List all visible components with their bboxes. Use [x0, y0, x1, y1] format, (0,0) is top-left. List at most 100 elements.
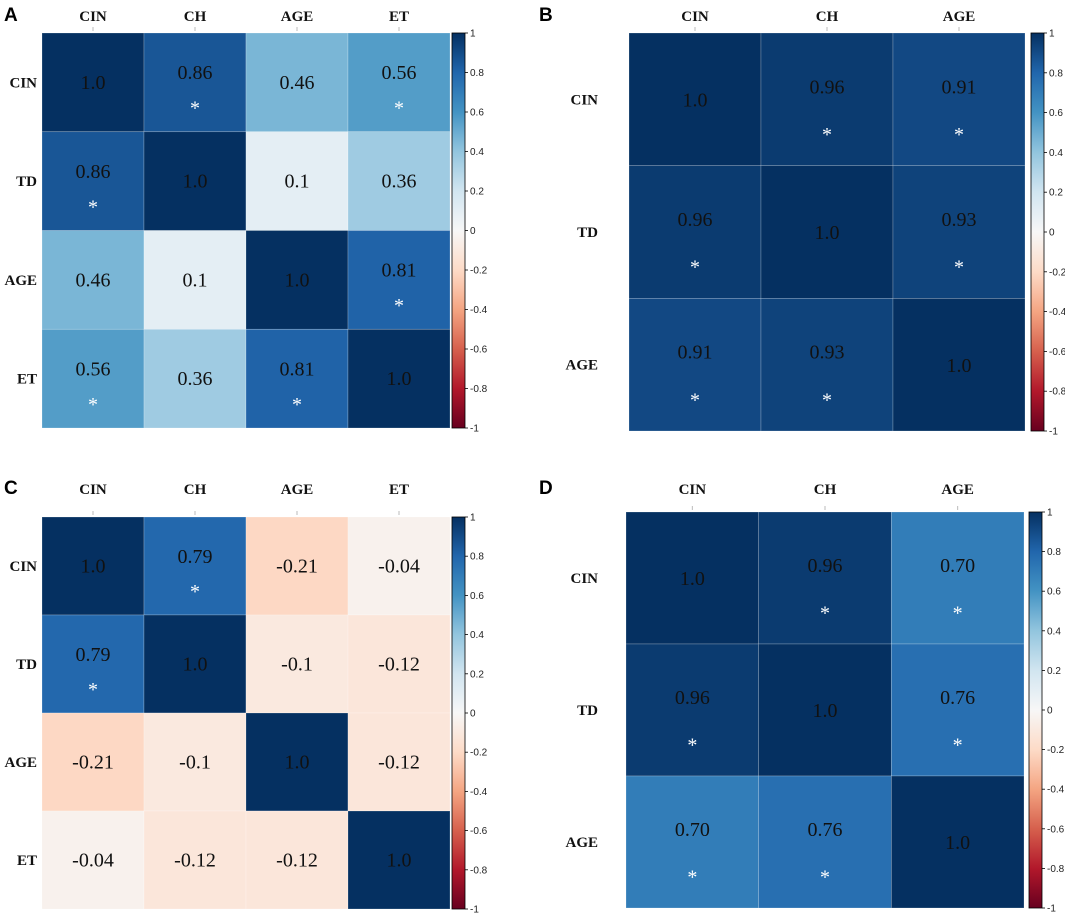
- colorbar-tick-label: 0.6: [470, 591, 484, 602]
- heatmap-cell: [347, 32, 451, 133]
- cell-value: -0.12: [378, 654, 420, 676]
- cell-value: 1.0: [183, 171, 208, 193]
- cell-value: 0.70: [675, 819, 710, 841]
- colorbar-tick-label: -0.8: [470, 865, 488, 876]
- panel-letter: B: [539, 5, 553, 26]
- colorbar-tick-label: -0.2: [1049, 267, 1065, 278]
- colorbar-tick-label: -0.4: [470, 305, 488, 316]
- significance-star: *: [954, 257, 964, 279]
- cell-value: 1.0: [183, 654, 208, 676]
- cell-value: 0.91: [678, 342, 713, 364]
- heatmap-cell: [41, 712, 145, 812]
- colorbar-tick-label: 0: [1049, 228, 1055, 239]
- colorbar-tick-label: -0.8: [1049, 387, 1065, 398]
- colorbar-tick-label: -0.2: [470, 266, 488, 277]
- colorbar-tick-label: 0: [1047, 706, 1053, 717]
- cell-value: 0.93: [810, 342, 845, 364]
- cell-value: 0.1: [183, 269, 208, 291]
- heatmap-cell: [628, 32, 762, 166]
- row-label: TD: [577, 225, 598, 241]
- cell-value: 1.0: [815, 222, 840, 244]
- heatmap-cell: [245, 516, 349, 616]
- cell-value: 0.76: [940, 687, 975, 709]
- column-label: CIN: [681, 9, 709, 25]
- heatmap-cell: [41, 614, 145, 714]
- column-label: CIN: [79, 9, 107, 25]
- cell-value: 0.46: [76, 269, 111, 291]
- significance-star: *: [822, 124, 832, 146]
- heatmap-cell: [891, 775, 1025, 909]
- heatmap-cell: [347, 131, 451, 231]
- cell-value: -0.21: [72, 752, 114, 774]
- heatmap-panel-a: A CIN CH AGE ET CIN TD AGE ET 1.0 0.86 * 0.46 0.56 * 0.…: [4, 5, 488, 435]
- colorbar-tick-label: 0.4: [1047, 626, 1061, 637]
- cell-value: 0.70: [940, 555, 975, 577]
- heatmap-cell: [625, 643, 759, 777]
- cell-value: 1.0: [813, 700, 838, 722]
- cell-value: 0.96: [810, 76, 845, 98]
- significance-star: *: [820, 603, 830, 625]
- cell-value: 0.86: [178, 62, 213, 84]
- cell-value: 0.36: [382, 171, 417, 193]
- colorbar-tick-label: 0.4: [470, 147, 484, 158]
- panel-letter: A: [4, 5, 18, 26]
- heatmap-cell: [245, 810, 349, 910]
- colorbar-tick-label: 0.8: [470, 68, 484, 79]
- cell-value: 0.91: [942, 76, 977, 98]
- cell-value: 0.81: [280, 358, 315, 380]
- row-label: CIN: [9, 75, 37, 91]
- heatmap-cell: [41, 230, 145, 330]
- cell-value: -0.21: [276, 556, 318, 578]
- cell-value: 0.96: [678, 209, 713, 231]
- heatmap-cell: [245, 230, 349, 330]
- row-label: AGE: [4, 755, 37, 771]
- colorbar-tick-label: 0.4: [1049, 148, 1063, 159]
- significance-star: *: [953, 735, 963, 757]
- column-label: CH: [816, 9, 839, 25]
- heatmap-panel-b: B CIN CH AGE CIN TD AGE 1.0 0.96 * 0.91 * 0.96 * 1.0 0.…: [539, 5, 1065, 438]
- significance-star: *: [690, 389, 700, 411]
- heatmap-cell: [758, 775, 892, 909]
- significance-star: *: [394, 98, 404, 120]
- cell-value: 0.46: [280, 72, 315, 94]
- row-label: TD: [16, 174, 37, 190]
- row-label: CIN: [9, 559, 37, 575]
- significance-star: *: [822, 389, 832, 411]
- heatmap-cell: [143, 516, 247, 616]
- significance-star: *: [820, 867, 830, 889]
- heatmap-cell: [143, 614, 247, 714]
- significance-star: *: [190, 98, 200, 120]
- cell-value: 0.36: [178, 368, 213, 390]
- row-label: TD: [577, 703, 598, 719]
- colorbar-tick-label: -0.6: [1049, 347, 1065, 358]
- significance-star: *: [292, 394, 302, 416]
- colorbar-tick-label: -1: [1047, 904, 1056, 915]
- heatmap-cell: [143, 230, 247, 330]
- heatmap-cell: [41, 32, 145, 133]
- row-label: AGE: [565, 358, 598, 374]
- row-label: ET: [17, 853, 37, 869]
- colorbar-tick-label: 0.2: [470, 187, 484, 198]
- colorbar: [1028, 511, 1043, 909]
- heatmap-cell: [760, 298, 894, 432]
- heatmap-cell: [625, 775, 759, 909]
- cell-value: -0.04: [378, 556, 420, 578]
- cell-value: 0.93: [942, 209, 977, 231]
- significance-star: *: [88, 394, 98, 416]
- heatmap-cell: [891, 511, 1025, 645]
- cell-value: 1.0: [285, 752, 310, 774]
- colorbar-tick-label: 1: [1047, 508, 1053, 519]
- row-label: TD: [16, 657, 37, 673]
- significance-star: *: [190, 581, 200, 603]
- column-label: AGE: [941, 482, 974, 498]
- cell-value: 0.86: [76, 161, 111, 183]
- significance-star: *: [687, 735, 697, 757]
- cell-value: 1.0: [683, 90, 708, 112]
- cell-value: -0.12: [276, 850, 318, 872]
- cell-value: 0.96: [675, 687, 710, 709]
- column-label: AGE: [943, 9, 976, 25]
- colorbar-tick-label: -0.8: [470, 384, 488, 395]
- heatmap-cell: [245, 131, 349, 231]
- column-label: CH: [184, 482, 207, 498]
